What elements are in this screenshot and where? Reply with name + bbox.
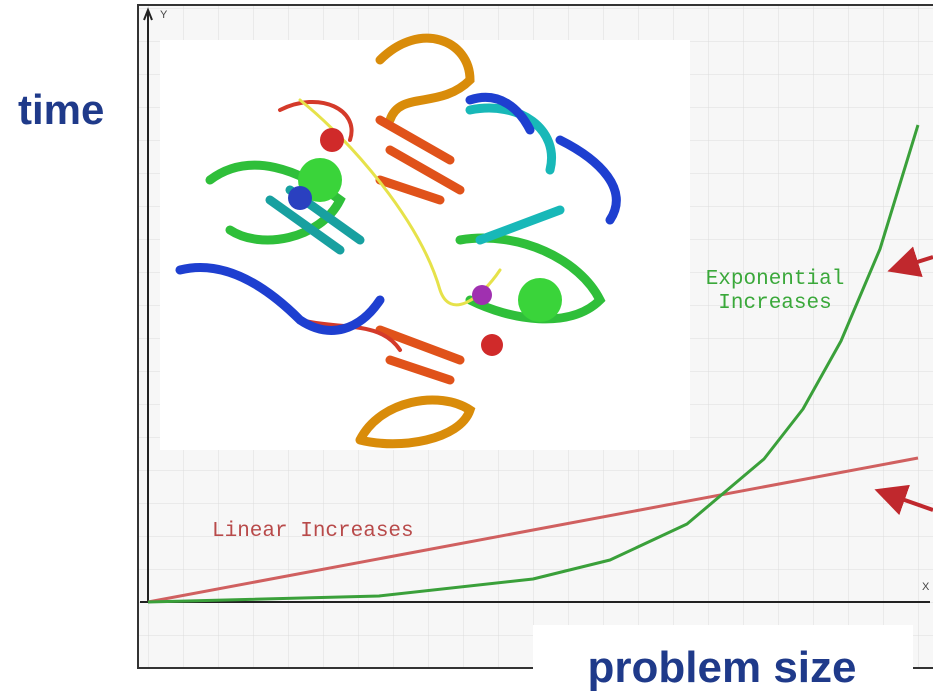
x-axis-title: problem size <box>588 643 857 692</box>
protein-image <box>160 38 690 450</box>
x-axis-letter: X <box>922 581 930 593</box>
y-axis-title: time <box>18 86 104 133</box>
linear-label: Linear Increases <box>212 520 414 543</box>
y-axis-letter: Y <box>160 9 168 21</box>
slide: Y X Exponential Increases Linear Increas… <box>0 0 933 697</box>
page: Y X Exponential Increases Linear Increas… <box>0 0 933 697</box>
exponential-label: Increases <box>718 292 831 315</box>
exponential-label: Exponential <box>706 268 845 291</box>
